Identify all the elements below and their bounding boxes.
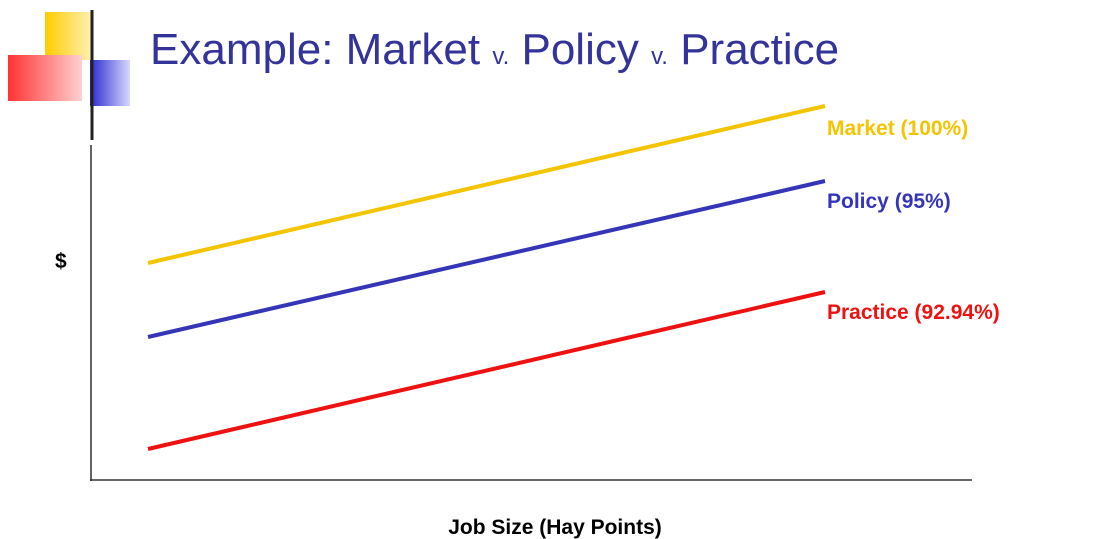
- y-axis-label: $: [55, 250, 67, 273]
- title-part: v.: [492, 43, 509, 70]
- line-label: Practice (92.94%): [827, 301, 1000, 324]
- market-line: [147, 104, 826, 265]
- practice-line: [147, 290, 826, 451]
- title-part: Policy: [521, 25, 638, 74]
- x-axis-label: Job Size (Hay Points): [448, 516, 662, 539]
- logo-decoration: [8, 10, 1100, 140]
- title-part: Practice: [680, 25, 839, 74]
- line-label: Policy (95%): [827, 190, 951, 213]
- slide-title: Example: Market v. Policy v. Practice: [150, 25, 839, 74]
- title-part: Example: Market: [150, 25, 480, 74]
- line-label: Market (100%): [827, 117, 968, 140]
- title-part: v.: [651, 43, 668, 70]
- policy-line: [147, 179, 826, 339]
